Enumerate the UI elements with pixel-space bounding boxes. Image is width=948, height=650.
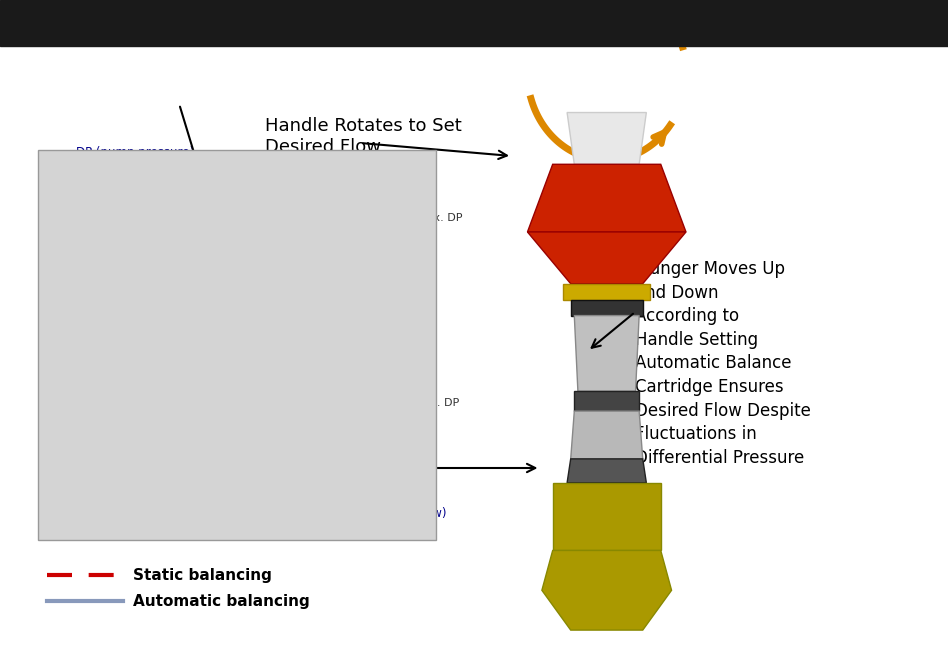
Text: Q (flow): Q (flow): [400, 507, 447, 520]
Polygon shape: [527, 232, 686, 283]
Polygon shape: [563, 283, 650, 300]
Text: Automatic balancing: Automatic balancing: [133, 593, 309, 609]
Polygon shape: [567, 459, 647, 483]
Text: Static balancing: Static balancing: [133, 567, 271, 583]
Text: DP (pump pressure): DP (pump pressure): [76, 146, 194, 159]
Polygon shape: [567, 112, 647, 164]
Polygon shape: [542, 551, 671, 630]
Text: Max. DP: Max. DP: [417, 213, 463, 223]
Polygon shape: [574, 315, 639, 391]
Polygon shape: [553, 483, 661, 551]
Text: Handle Rotates to Set
Desired Flow: Handle Rotates to Set Desired Flow: [265, 117, 463, 156]
Text: Plunger Moves Up
and Down
According to
Handle Setting
Automatic Balance
Cartridg: Plunger Moves Up and Down According to H…: [635, 260, 811, 467]
Text: Control range: Control range: [157, 272, 167, 348]
Polygon shape: [571, 411, 643, 459]
Polygon shape: [527, 164, 686, 232]
Polygon shape: [574, 391, 639, 411]
Text: Min. DP: Min. DP: [417, 398, 459, 408]
Polygon shape: [571, 300, 643, 315]
